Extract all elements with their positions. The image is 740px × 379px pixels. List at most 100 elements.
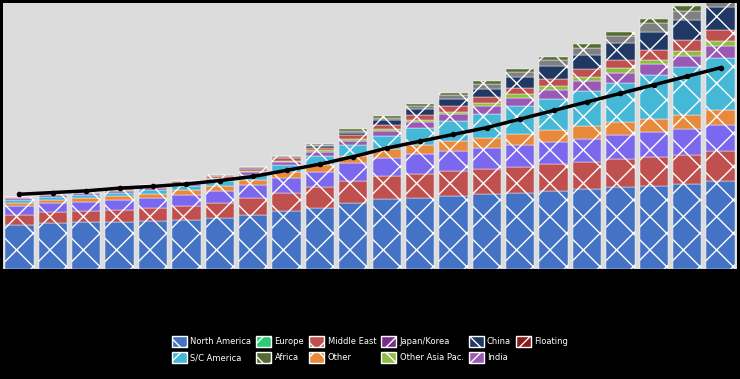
Bar: [272, 162, 300, 165]
Bar: [673, 115, 702, 129]
Bar: [506, 94, 534, 98]
Bar: [38, 204, 67, 212]
Bar: [306, 188, 334, 208]
Bar: [606, 43, 635, 60]
Bar: [339, 129, 368, 131]
Bar: [440, 106, 468, 111]
Bar: [239, 216, 267, 269]
Bar: [5, 197, 33, 198]
Bar: [440, 141, 468, 151]
Bar: [673, 51, 702, 56]
Bar: [606, 31, 635, 36]
Bar: [539, 79, 568, 86]
Bar: [539, 66, 568, 79]
Bar: [72, 211, 101, 222]
Bar: [473, 148, 501, 169]
Bar: [105, 210, 134, 222]
Bar: [306, 156, 334, 165]
Bar: [639, 64, 668, 75]
Bar: [406, 115, 434, 120]
Bar: [473, 194, 501, 269]
Bar: [139, 188, 167, 190]
Bar: [473, 89, 501, 97]
Legend: North America, S/C America, Europe, Africa, Middle East, Other, Japan/Korea, Oth: North America, S/C America, Europe, Afri…: [169, 332, 571, 366]
Bar: [539, 191, 568, 269]
Bar: [473, 81, 501, 84]
Bar: [5, 206, 33, 215]
Bar: [707, 58, 735, 110]
Bar: [272, 193, 300, 211]
Bar: [172, 181, 201, 183]
Bar: [506, 72, 534, 77]
Bar: [105, 200, 134, 210]
Bar: [306, 145, 334, 146]
Bar: [406, 174, 434, 198]
Bar: [239, 172, 267, 175]
Bar: [673, 11, 702, 20]
Bar: [539, 164, 568, 191]
Bar: [38, 212, 67, 223]
Bar: [339, 156, 368, 163]
Bar: [72, 222, 101, 269]
Bar: [440, 114, 468, 121]
Bar: [473, 84, 501, 89]
Bar: [639, 75, 668, 119]
Bar: [339, 163, 368, 180]
Bar: [707, 46, 735, 58]
Bar: [372, 199, 401, 269]
Bar: [306, 148, 334, 150]
Bar: [673, 56, 702, 67]
Bar: [639, 186, 668, 269]
Bar: [406, 145, 434, 154]
Bar: [72, 198, 101, 202]
Bar: [406, 122, 434, 128]
Bar: [172, 183, 201, 184]
Bar: [573, 139, 601, 162]
Bar: [272, 157, 300, 158]
Bar: [707, 7, 735, 30]
Bar: [406, 120, 434, 122]
Bar: [707, 151, 735, 181]
Bar: [440, 99, 468, 106]
Bar: [673, 184, 702, 269]
Bar: [5, 200, 33, 203]
Bar: [372, 128, 401, 131]
Bar: [473, 103, 501, 106]
Bar: [239, 175, 267, 180]
Bar: [306, 172, 334, 188]
Bar: [639, 23, 668, 31]
Bar: [440, 196, 468, 269]
Bar: [606, 122, 635, 135]
Bar: [72, 193, 101, 195]
Bar: [105, 190, 134, 191]
Bar: [372, 149, 401, 158]
Bar: [339, 135, 368, 139]
Bar: [206, 218, 234, 269]
Bar: [372, 158, 401, 176]
Bar: [539, 90, 568, 99]
Bar: [673, 41, 702, 51]
Bar: [606, 135, 635, 160]
Bar: [440, 111, 468, 114]
Bar: [306, 152, 334, 156]
Bar: [506, 134, 534, 145]
Bar: [272, 165, 300, 172]
Bar: [639, 19, 668, 23]
Bar: [473, 106, 501, 114]
Bar: [206, 181, 234, 186]
Bar: [606, 36, 635, 43]
Bar: [573, 126, 601, 139]
Bar: [306, 165, 334, 172]
Bar: [639, 60, 668, 64]
Bar: [105, 196, 134, 200]
Bar: [707, 125, 735, 151]
Bar: [673, 6, 702, 11]
Bar: [206, 203, 234, 218]
Bar: [539, 86, 568, 90]
Bar: [506, 145, 534, 166]
Bar: [406, 154, 434, 174]
Bar: [306, 150, 334, 152]
Bar: [105, 193, 134, 196]
Bar: [707, 30, 735, 41]
Bar: [506, 77, 534, 88]
